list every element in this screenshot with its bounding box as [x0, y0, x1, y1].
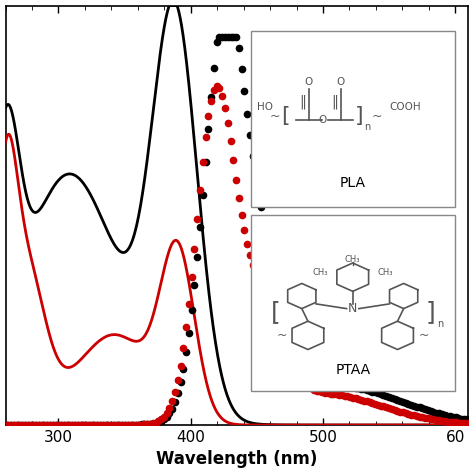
X-axis label: Wavelength (nm): Wavelength (nm) [156, 450, 318, 468]
FancyBboxPatch shape [251, 215, 455, 392]
FancyBboxPatch shape [251, 31, 455, 207]
